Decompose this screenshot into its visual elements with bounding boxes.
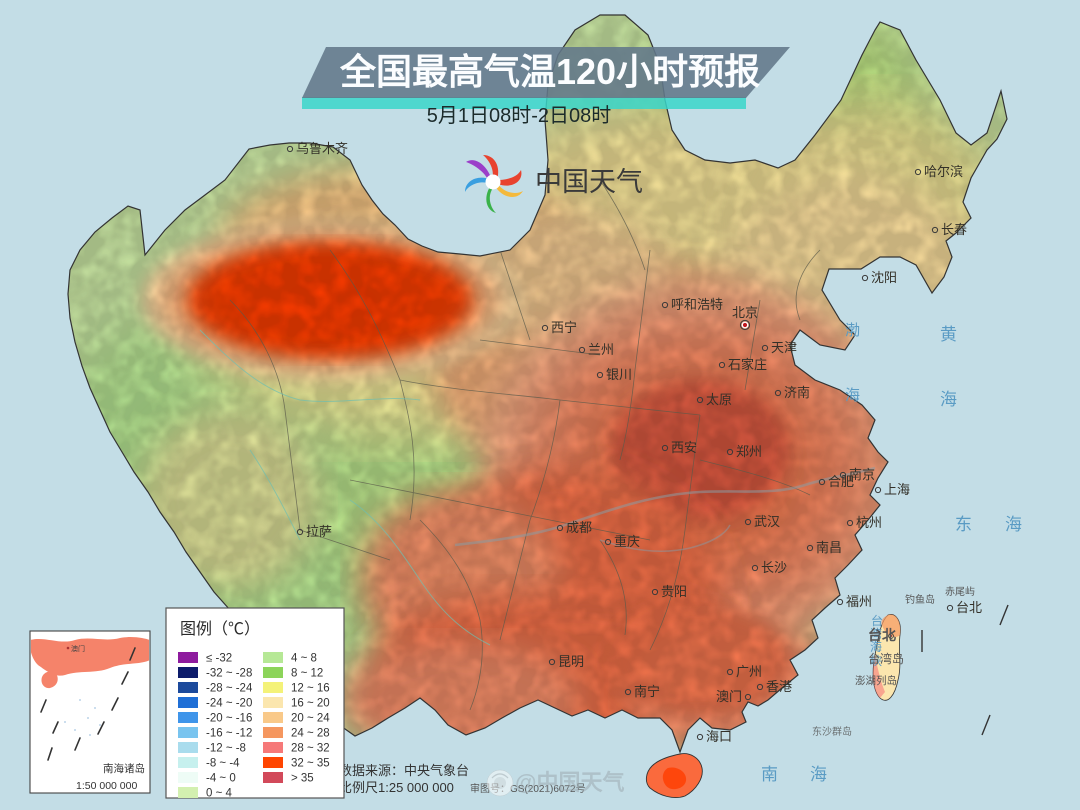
svg-text:中国天气: 中国天气: [535, 167, 643, 197]
svg-text:黄: 黄: [940, 325, 957, 344]
svg-text:海: 海: [940, 390, 957, 409]
svg-text:成都: 成都: [566, 520, 592, 535]
svg-text:-4 ~ 0: -4 ~ 0: [206, 773, 236, 785]
svg-text:重庆: 重庆: [614, 534, 640, 549]
svg-text:台湾岛: 台湾岛: [868, 651, 904, 666]
svg-text:济南: 济南: [784, 385, 810, 400]
svg-text:香港: 香港: [766, 679, 792, 694]
svg-text:长春: 长春: [941, 222, 967, 237]
svg-text:-20 ~ -16: -20 ~ -16: [206, 713, 252, 725]
svg-text:海: 海: [810, 765, 827, 784]
svg-text:武汉: 武汉: [754, 514, 780, 529]
svg-text:16 ~ 20: 16 ~ 20: [291, 698, 330, 710]
svg-text:-8 ~ -4: -8 ~ -4: [206, 758, 240, 770]
svg-text:澳门: 澳门: [71, 644, 85, 653]
svg-text:杭州: 杭州: [856, 515, 882, 530]
svg-text:广州: 广州: [736, 664, 762, 679]
svg-text:1:50 000 000: 1:50 000 000: [76, 780, 137, 792]
svg-text:西宁: 西宁: [551, 320, 577, 335]
svg-text:贵阳: 贵阳: [661, 584, 687, 599]
svg-text:-16 ~ -12: -16 ~ -12: [206, 728, 252, 740]
svg-text:南海诸岛: 南海诸岛: [103, 762, 145, 775]
svg-text:太原: 太原: [706, 392, 732, 407]
svg-text:银川: 银川: [606, 367, 632, 382]
svg-text:数据来源：中央气象台: 数据来源：中央气象台: [339, 763, 469, 778]
svg-text:赤尾屿: 赤尾屿: [945, 586, 975, 598]
svg-text:沈阳: 沈阳: [871, 270, 897, 285]
svg-text:东: 东: [955, 515, 972, 534]
svg-text:-28 ~ -24: -28 ~ -24: [206, 683, 253, 695]
svg-text:12 ~ 16: 12 ~ 16: [291, 683, 330, 695]
svg-text:图例（℃）: 图例（℃）: [180, 620, 260, 638]
svg-text:-32 ~ -28: -32 ~ -28: [206, 668, 252, 680]
svg-text:4 ~ 8: 4 ~ 8: [291, 653, 317, 665]
svg-text:32 ~ 35: 32 ~ 35: [291, 758, 330, 770]
svg-text:澳门: 澳门: [716, 689, 742, 704]
svg-text:长沙: 长沙: [761, 560, 787, 575]
svg-text:呼和浩特: 呼和浩特: [671, 297, 723, 312]
svg-text:比例尺1:25 000 000: 比例尺1:25 000 000: [339, 780, 454, 795]
svg-text:@中国天气: @中国天气: [515, 770, 624, 795]
svg-text:20 ~ 24: 20 ~ 24: [291, 713, 330, 725]
svg-text:兰州: 兰州: [588, 342, 614, 357]
svg-text:台北: 台北: [868, 627, 896, 643]
svg-text:上海: 上海: [884, 482, 910, 497]
svg-text:0 ~ 4: 0 ~ 4: [206, 788, 233, 800]
svg-text:福州: 福州: [846, 594, 872, 609]
svg-text:石家庄: 石家庄: [728, 357, 767, 372]
svg-text:哈尔滨: 哈尔滨: [924, 164, 963, 179]
svg-text:南昌: 南昌: [816, 540, 842, 555]
svg-text:乌鲁木齐: 乌鲁木齐: [296, 141, 348, 156]
svg-text:南宁: 南宁: [634, 684, 660, 699]
svg-text:5月1日08时-2日08时: 5月1日08时-2日08时: [427, 104, 612, 127]
svg-text:> 35: > 35: [291, 773, 314, 785]
svg-text:钓鱼岛: 钓鱼岛: [905, 593, 935, 606]
svg-text:海: 海: [845, 387, 860, 404]
svg-text:天津: 天津: [771, 340, 797, 355]
svg-text:24 ~ 28: 24 ~ 28: [291, 728, 330, 740]
svg-text:台北: 台北: [956, 600, 982, 615]
svg-text:-12 ~ -8: -12 ~ -8: [206, 743, 246, 755]
svg-text:南京: 南京: [849, 467, 875, 482]
svg-text:南: 南: [761, 765, 778, 784]
svg-text:8 ~ 12: 8 ~ 12: [291, 668, 323, 680]
svg-text:郑州: 郑州: [736, 444, 762, 459]
svg-text:-24 ~ -20: -24 ~ -20: [206, 698, 252, 710]
svg-text:昆明: 昆明: [558, 654, 584, 669]
svg-text:东沙群岛: 东沙群岛: [812, 725, 852, 738]
svg-text:28 ~ 32: 28 ~ 32: [291, 743, 330, 755]
svg-text:西安: 西安: [671, 440, 697, 455]
svg-text:海口: 海口: [706, 729, 732, 744]
svg-text:台: 台: [871, 613, 883, 628]
svg-text:澎湖列岛: 澎湖列岛: [855, 674, 897, 687]
svg-text:海: 海: [1005, 515, 1022, 534]
svg-text:全国最高气温120小时预报: 全国最高气温120小时预报: [339, 51, 760, 92]
svg-text:≤ -32: ≤ -32: [206, 653, 232, 665]
svg-text:拉萨: 拉萨: [306, 524, 332, 539]
svg-text:北京: 北京: [732, 305, 758, 320]
svg-text:渤: 渤: [845, 322, 860, 339]
